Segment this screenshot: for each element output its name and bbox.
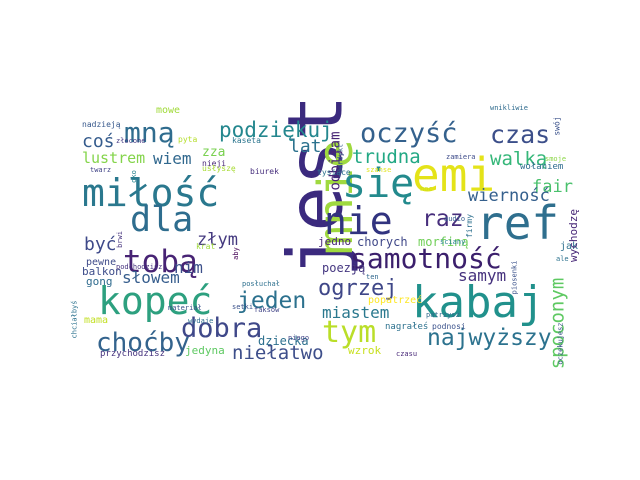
word: dobra [181,313,263,344]
word: oczekujesz [556,322,565,365]
word: kaseta [232,136,261,145]
word: noc [420,185,433,193]
word: gong [86,275,113,288]
word: tysiące [317,168,351,177]
word: dziecka [258,334,309,348]
word: tym [322,315,377,350]
word: ogrzej [318,276,398,301]
word: nadzieją [82,120,121,129]
word: patrzysz [426,311,460,319]
word: jedno [318,235,352,248]
word: brwi [115,231,124,248]
word: werdykt [336,143,345,174]
word: złocone [116,137,146,145]
word: przychodzisz [100,349,166,359]
word: tobą [123,244,198,280]
word: walką [490,148,548,170]
word: trudna [352,146,421,168]
word: setki [232,303,254,311]
word: audio [444,215,466,223]
word: czasu [396,350,418,358]
word: firmy [465,213,475,239]
word: ref [476,196,560,250]
word: mowe [156,105,181,116]
word: smoje [545,155,567,163]
word: szanse [366,166,392,174]
word: fair [532,177,573,197]
word: miastem [322,303,390,322]
word: poezją [322,261,366,275]
word: słowem [122,268,180,287]
word: podchodzisz [116,263,163,271]
word: ale [556,255,569,263]
word: nim [174,258,203,277]
word: jak [560,241,579,252]
word: niego [288,334,310,342]
word: swój [552,116,562,136]
word: być [84,234,117,255]
word: oko [129,170,138,183]
word: wierność [468,186,550,206]
word: złym [197,230,238,250]
word: zamiera [446,153,476,161]
word: czas [490,120,551,149]
word: lat [289,136,322,157]
word: miłość [82,171,220,215]
word: emi [412,148,496,202]
word: posłuchał [242,280,280,288]
word: ten [366,273,379,281]
word: niełatwo [232,342,324,364]
word: nieji [202,159,227,168]
word: morfiną [418,235,469,249]
word: pyta [178,135,198,144]
word: podziękuj [219,118,333,142]
word: chciałbyś [70,300,79,339]
word: oczyść [360,118,458,149]
word: wołaniem [520,162,564,172]
word: coś [82,131,115,152]
word: nagrałeś [385,322,429,332]
word: wnikliwie [490,104,528,112]
word: się [342,161,415,207]
word: dla [130,200,194,240]
word: balkon [82,265,122,278]
word: lustrem [82,149,146,167]
word: najwyższy [427,325,552,351]
word: samotność [350,242,502,275]
word: wiem [153,149,192,168]
word: podnosi [432,322,466,331]
word: pewne [86,257,117,268]
word: biurek [250,167,279,176]
word: mama [84,315,109,326]
word: samym [458,266,507,285]
word: kopeć [98,279,213,323]
word: kabaj [412,277,545,328]
word: aby [231,247,240,260]
word: ściany [440,238,466,246]
word: popatrzeć [368,295,423,306]
word: choćby [96,328,190,358]
word: faksów [254,306,280,314]
word: jedyna [185,344,225,357]
word: nie [324,199,393,243]
word: wydaje [188,317,214,325]
word: krat [196,242,216,251]
word: usłyszę [202,164,236,173]
word: piosenki [510,260,519,295]
word: jeden [237,288,307,314]
word: zza [202,145,226,160]
word: twarz [90,166,112,174]
word: chorych [357,235,408,249]
word: mną [124,116,175,149]
word: materiał [168,304,202,312]
word: raz [422,206,464,232]
word: wzrok [348,344,382,357]
word: wychodzę [566,209,580,262]
